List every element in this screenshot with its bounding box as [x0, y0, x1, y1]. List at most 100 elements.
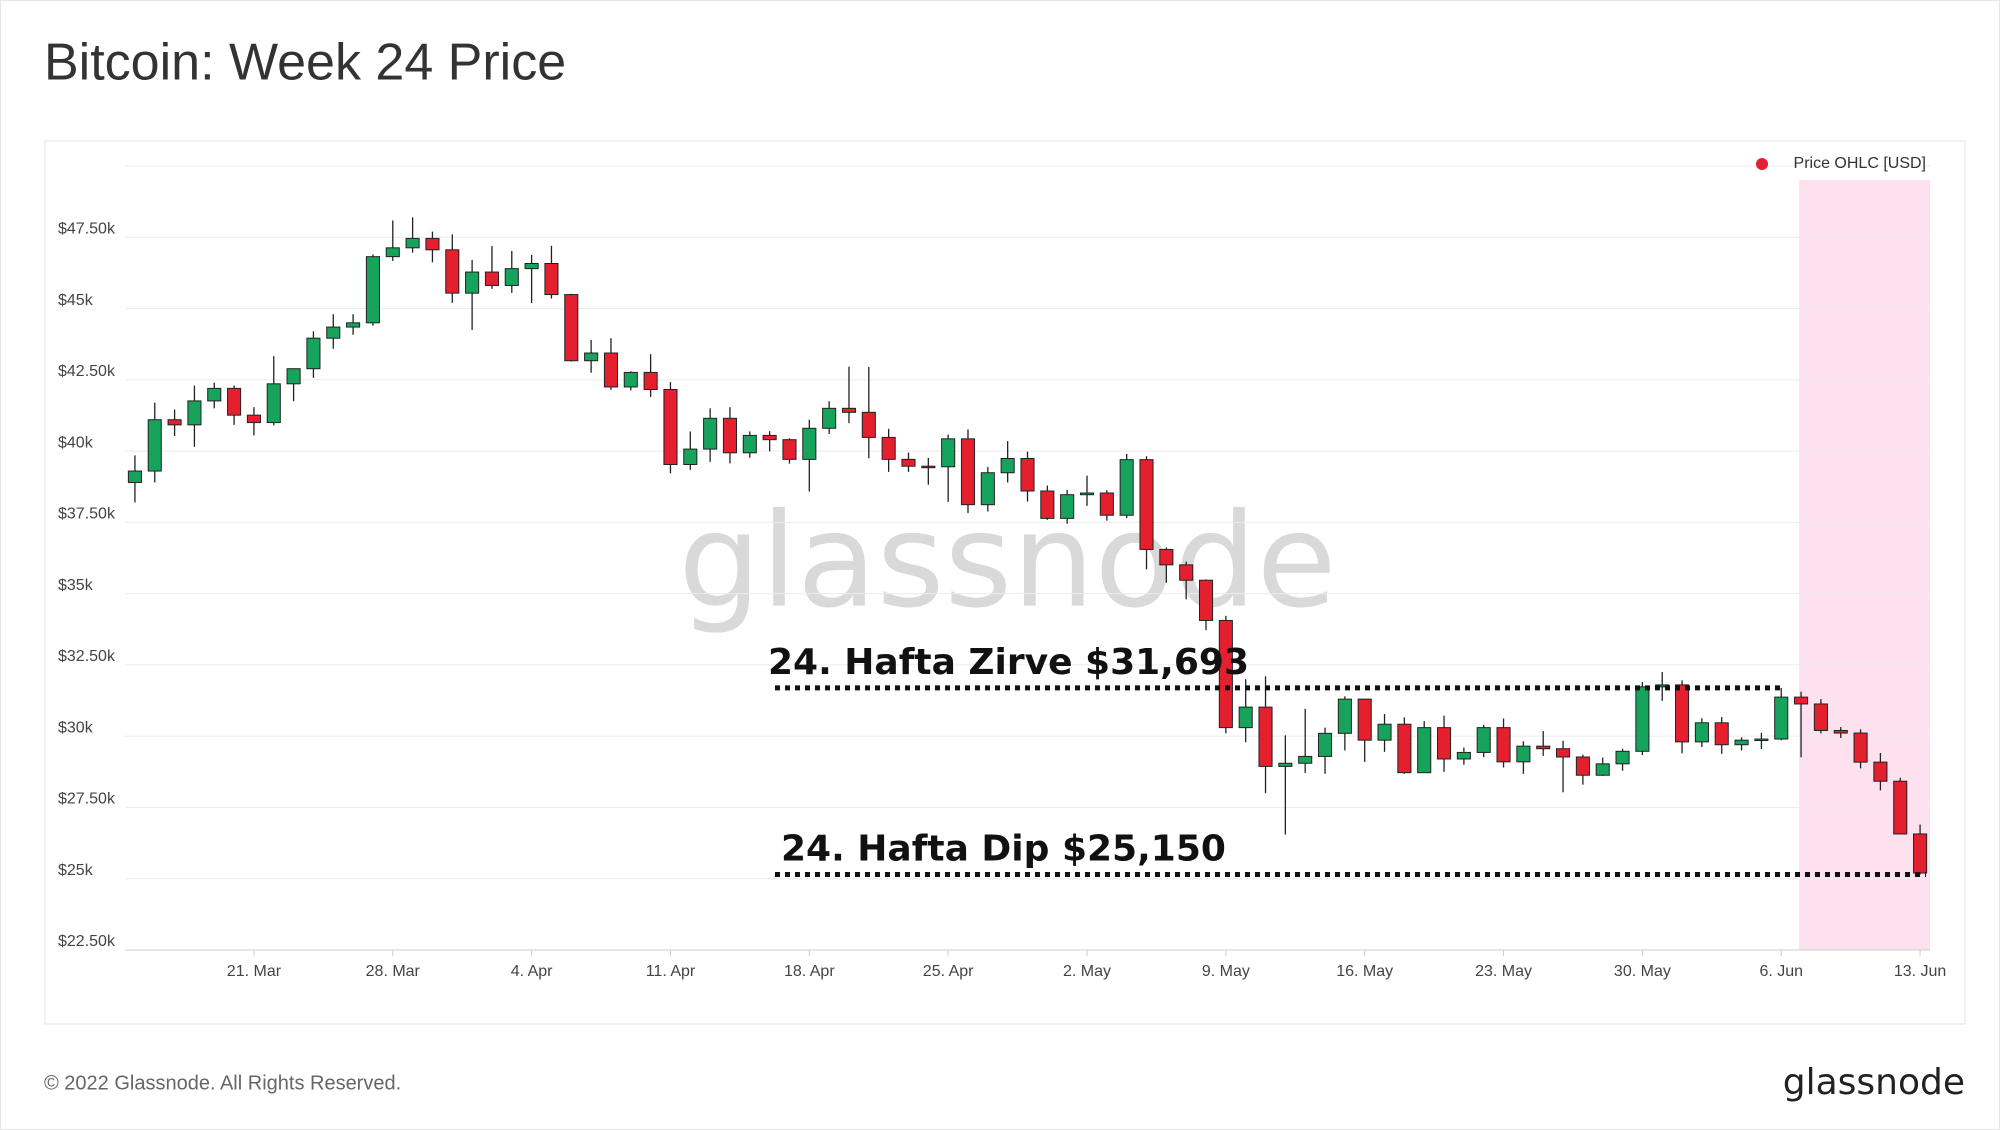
- watermark: glassnode: [678, 485, 1336, 637]
- candle-body: [1893, 780, 1908, 835]
- logo: glassnode: [1783, 1062, 1965, 1103]
- candle-body: [1218, 619, 1233, 729]
- candle-body: [1853, 732, 1868, 763]
- candle-body: [484, 271, 499, 286]
- candle-body: [187, 400, 202, 426]
- highlight-region: [1799, 180, 1930, 950]
- candle-body: [1000, 458, 1015, 474]
- candle-body: [762, 434, 777, 441]
- candle-body: [346, 322, 361, 328]
- candle-body: [1436, 727, 1452, 760]
- candle-body: [1774, 696, 1789, 740]
- candle-body: [1734, 739, 1749, 746]
- candle-body: [1496, 727, 1511, 763]
- candle-body: [167, 419, 182, 426]
- x-tick-label: 18. Apr: [784, 963, 835, 980]
- x-tick-label: 25. Apr: [923, 963, 974, 980]
- candle-body: [584, 352, 599, 362]
- candle-body: [861, 411, 876, 438]
- plot-frame: [44, 140, 1966, 1025]
- candle-body: [1833, 729, 1848, 734]
- candle-body: [147, 419, 162, 472]
- y-tick-label: $32.50k: [58, 648, 116, 665]
- x-tick-label: 23. May: [1475, 963, 1532, 980]
- y-tick-label: $35k: [58, 577, 94, 594]
- candle-body: [445, 249, 460, 294]
- candle-body: [1813, 703, 1828, 731]
- candle-body: [207, 387, 222, 402]
- candle-body: [1357, 698, 1372, 741]
- candle-body: [365, 256, 380, 324]
- y-tick-label: $37.50k: [58, 506, 116, 523]
- candle-body: [1060, 494, 1075, 519]
- y-tick-label: $47.50k: [58, 220, 116, 237]
- candle-body: [1694, 722, 1709, 743]
- candle-body: [1040, 490, 1055, 519]
- candle-body: [722, 417, 738, 454]
- candle-body: [1794, 696, 1809, 705]
- candle-body: [564, 294, 579, 362]
- candle-body: [1556, 748, 1571, 758]
- candle-body: [524, 263, 539, 270]
- candle-body: [623, 371, 638, 388]
- y-tick-label: $42.50k: [58, 363, 116, 380]
- candle-body: [1913, 833, 1928, 874]
- candle-body: [822, 407, 837, 429]
- candle-body: [980, 472, 995, 506]
- x-tick-label: 13. Jun: [1894, 963, 1946, 980]
- legend-label: Price OHLC [USD]: [1794, 155, 1926, 172]
- candle-body: [901, 458, 916, 467]
- candle-body: [802, 427, 817, 460]
- candle-body: [1615, 750, 1630, 765]
- candle-body: [603, 352, 619, 388]
- y-tick-label: $22.50k: [58, 933, 116, 950]
- candle-body: [841, 407, 857, 413]
- candle-body: [1079, 492, 1095, 496]
- candle-body: [1516, 745, 1531, 763]
- candle-body: [1377, 723, 1392, 741]
- candle-body: [465, 271, 480, 294]
- candle-body: [1476, 727, 1491, 753]
- annotation-label: 24. Hafta Zirve $31,693: [768, 642, 1249, 683]
- candle-body: [246, 414, 261, 424]
- x-tick-label: 4. Apr: [511, 963, 553, 980]
- y-tick-label: $27.50k: [58, 791, 116, 808]
- candle-body: [425, 237, 440, 251]
- candle-body: [1456, 751, 1471, 760]
- x-tick-label: 11. Apr: [646, 963, 696, 980]
- candle-body: [643, 371, 658, 391]
- candle-body: [1417, 727, 1432, 774]
- chart-title: Bitcoin: Week 24 Price: [44, 34, 566, 92]
- candle-body: [1238, 706, 1253, 729]
- y-tick-label: $25k: [58, 862, 94, 879]
- candle-body: [1159, 548, 1174, 566]
- candle-body: [663, 389, 678, 465]
- candle-body: [227, 387, 242, 416]
- candle-body: [1595, 763, 1610, 776]
- x-tick-label: 2. May: [1063, 963, 1111, 980]
- annotation-label: 24. Hafta Dip $25,150: [781, 828, 1226, 869]
- candle-body: [683, 448, 698, 465]
- candle-body: [1020, 458, 1035, 492]
- candle-body: [921, 465, 936, 469]
- candle-body: [1179, 564, 1194, 581]
- x-tick-label: 9. May: [1202, 963, 1250, 980]
- candle-body: [504, 268, 519, 286]
- candle-body: [306, 337, 321, 370]
- candle-body: [703, 417, 718, 450]
- candle-body: [1714, 722, 1729, 746]
- candle-body: [782, 439, 797, 460]
- candle-body: [127, 470, 142, 483]
- candle-body: [1754, 738, 1769, 742]
- candle-body: [881, 436, 896, 460]
- candle-body: [1298, 755, 1313, 764]
- candle-body: [1575, 756, 1590, 776]
- candle-body: [1675, 684, 1690, 743]
- candle-body: [960, 438, 976, 506]
- candle-body: [1337, 698, 1352, 734]
- legend-marker: [1756, 158, 1768, 170]
- copyright: © 2022 Glassnode. All Rights Reserved.: [44, 1072, 401, 1094]
- x-tick-label: 16. May: [1336, 963, 1393, 980]
- candle-body: [326, 326, 341, 339]
